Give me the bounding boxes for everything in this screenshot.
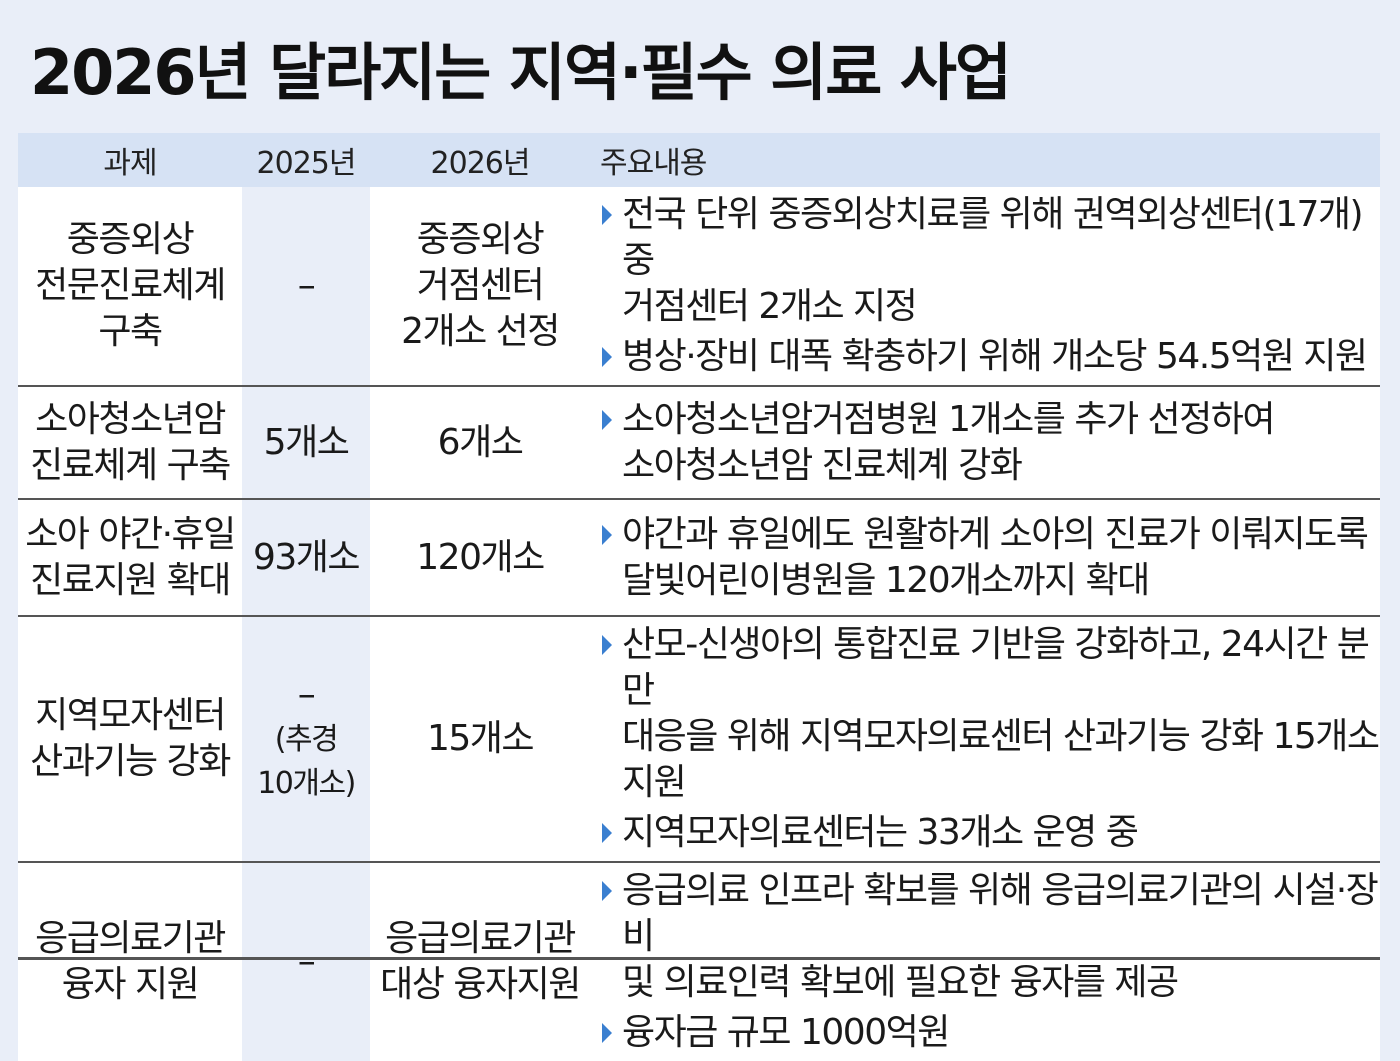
bullet-line: 소아청소년암 진료체계 강화 <box>622 444 1023 486</box>
task-cell-line: 지역모자센터 <box>35 695 226 736</box>
year-2025-cell-line: – <box>297 674 316 715</box>
content-bullet: 소아청소년암거점병원 1개소를 추가 선정하여 소아청소년암 진료체계 강화 <box>600 397 1379 489</box>
task-cell-line: 전문진료체계 <box>35 265 226 306</box>
triangle-bullet-icon <box>602 347 612 367</box>
content-bullet: 산모-신생아의 통합진료 기반을 강화하고, 24시간 분만 대응을 위해 지역모… <box>600 622 1380 806</box>
triangle-bullet-icon <box>602 524 612 545</box>
bullet-line: 소아청소년암거점병원 1개소를 추가 선정하여 <box>622 398 1276 440</box>
header-task: 과제 <box>18 133 242 187</box>
bullet-line: 대응을 위해 지역모자의료센터 산과기능 강화 15개소 지원 <box>622 716 1380 803</box>
content-cell: 야간과 휴일에도 원활하게 소아의 진료가 이뤄지도록 달빛어린이병원을 120개… <box>590 499 1380 617</box>
year-2025-cell-line: – <box>297 265 316 306</box>
table-row: 소아 야간·휴일 진료지원 확대 93개소 120개소 야간과 휴일에도 원활하게 소아… <box>18 499 1380 617</box>
task-cell-line: 응급의료기관 <box>35 918 226 959</box>
task-cell-line: 중증외상 <box>66 219 195 260</box>
bottom-divider <box>18 957 1380 960</box>
bullet-line: 야간과 휴일에도 원활하게 소아의 진료가 이뤄지도록 <box>622 513 1369 555</box>
task-cell-line: 소아 야간·휴일 <box>25 513 236 555</box>
table-row: 소아청소년암 진료체계 구축 5개소 6개소 소아청소년암거점병원 1개소를 추가 선정… <box>18 386 1380 500</box>
bullet-line: 전국 단위 중증외상치료를 위해 권역외상센터(17개) 중 <box>622 194 1364 281</box>
year-2025-cell-line: 93개소 <box>252 536 361 578</box>
bullet-line: 및 의료인력 확보에 필요한 융자를 제공 <box>622 962 1179 1003</box>
content-bullet: 융자금 규모 1000억원 <box>600 1010 1379 1056</box>
year-2026-cell-line: 2개소 선정 <box>401 311 560 352</box>
bullet-line: 병상·장비 대폭 확충하기 위해 개소당 54.5억원 지원 <box>622 336 1368 377</box>
task-cell-line: 진료체계 구축 <box>30 444 231 486</box>
year-2026-cell-line: 6개소 <box>437 421 524 463</box>
task-cell: 소아 야간·휴일 진료지원 확대 <box>18 499 242 617</box>
triangle-bullet-icon <box>602 881 612 901</box>
year-2026-cell-line: 15개소 <box>426 718 535 759</box>
content-bullet: 야간과 휴일에도 원활하게 소아의 진료가 이뤄지도록 달빛어린이병원을 120개… <box>600 512 1379 604</box>
task-cell-line: 융자 지원 <box>61 964 200 1005</box>
year-2026-cell-line: 대상 융자지원 <box>380 964 581 1005</box>
table-header-row: 과제 2025년 2026년 주요내용 <box>18 133 1380 187</box>
header-content: 주요내용 <box>590 133 1380 187</box>
task-cell-line: 산과기능 강화 <box>30 741 231 782</box>
year-2026-cell: 15개소 <box>370 616 590 863</box>
bullet-line: 응급의료 인프라 확보를 위해 응급의료기관의 시설·장비 <box>622 870 1379 957</box>
bullet-line: 거점센터 2개소 지정 <box>622 286 918 327</box>
bullet-line: 지역모자의료센터는 33개소 운영 중 <box>622 812 1139 853</box>
task-cell-line: 구축 <box>98 311 163 352</box>
content-bullet: 지역모자의료센터는 33개소 운영 중 <box>600 810 1379 856</box>
triangle-bullet-icon <box>602 823 612 843</box>
year-2026-cell: 6개소 <box>370 386 590 500</box>
year-2025-cell: – (추경 10개소) <box>242 616 370 863</box>
year-2025-cell-line: (추경 <box>274 722 339 757</box>
content-cell: 산모-신생아의 통합진료 기반을 강화하고, 24시간 분만 대응을 위해 지역모… <box>590 616 1380 863</box>
year-2025-cell: – <box>242 862 370 1061</box>
page-title: 2026년 달라지는 지역·필수 의료 사업 <box>30 36 1012 109</box>
year-2025-cell-line: 10개소) <box>257 766 356 801</box>
task-cell: 소아청소년암 진료체계 구축 <box>18 386 242 500</box>
content-cell: 소아청소년암거점병원 1개소를 추가 선정하여 소아청소년암 진료체계 강화 <box>590 386 1380 500</box>
year-2025-cell: – <box>242 187 370 387</box>
bullet-line: 융자금 규모 1000억원 <box>622 1012 950 1053</box>
bullet-line: 달빛어린이병원을 120개소까지 확대 <box>622 559 1150 601</box>
year-2026-cell-line: 중증외상 <box>416 219 545 260</box>
task-cell-line: 소아청소년암 <box>35 398 226 440</box>
year-2025-cell: 93개소 <box>242 499 370 617</box>
year-2025-cell-line: 5개소 <box>263 421 350 463</box>
bullet-line: 산모-신생아의 통합진료 기반을 강화하고, 24시간 분만 <box>622 624 1370 711</box>
triangle-bullet-icon <box>602 409 612 430</box>
year-2025-cell: 5개소 <box>242 386 370 500</box>
table-row: 응급의료기관 융자 지원 – 응급의료기관 대상 융자지원 응급의료 인프라 확보를 위해… <box>18 862 1380 1061</box>
year-2026-cell: 120개소 <box>370 499 590 617</box>
triangle-bullet-icon <box>602 205 612 225</box>
year-2026-cell-line: 응급의료기관 <box>385 918 576 959</box>
triangle-bullet-icon <box>602 1023 612 1043</box>
header-2025: 2025년 <box>242 133 370 187</box>
triangle-bullet-icon <box>602 635 612 655</box>
task-cell-line: 진료지원 확대 <box>30 559 231 601</box>
year-2025-cell-line: – <box>297 941 316 982</box>
year-2026-cell-line: 120개소 <box>416 536 545 578</box>
year-2026-cell-line: 거점센터 <box>416 265 545 306</box>
header-2026: 2026년 <box>370 133 590 187</box>
content-bullet: 병상·장비 대폭 확충하기 위해 개소당 54.5억원 지원 <box>600 334 1379 380</box>
